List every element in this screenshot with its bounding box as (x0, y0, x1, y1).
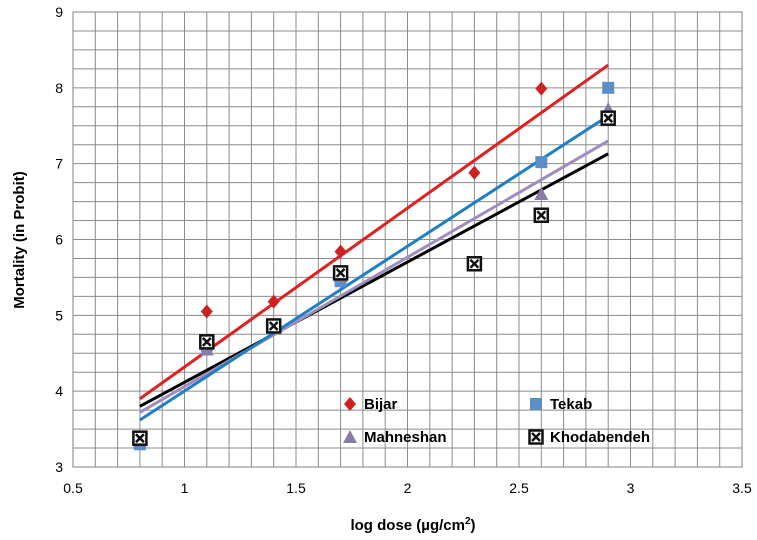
y-tick-label: 7 (55, 156, 63, 172)
y-axis-title: Mortality (in Probit) (11, 171, 28, 309)
x-tick-label: 3 (627, 480, 635, 496)
legend-label-bijar: Bijar (364, 396, 398, 413)
y-tick-label: 5 (55, 307, 63, 323)
data-point-mahneshan (534, 187, 549, 200)
data-point-khodabendeh (265, 318, 282, 334)
y-tick-label: 9 (55, 4, 63, 20)
data-point-tekab (602, 81, 615, 94)
trendlines (139, 63, 610, 422)
data-point-bijar (267, 294, 280, 309)
x-tick-label: 1.5 (286, 480, 306, 496)
trendline-mahneshan (139, 139, 609, 414)
legend-item-tekab: Tekab (530, 396, 592, 413)
legend-item-mahneshan: Mahneshan (343, 429, 447, 446)
x-axis-tick-labels: 0.5 1 1.5 2 2.5 3 3.5 (63, 480, 752, 496)
y-axis-tick-labels: 3 4 5 6 7 8 9 (55, 4, 63, 475)
legend: Bijar Tekab Mahneshan Khodabendeh (343, 396, 650, 446)
trendline-tekab (139, 114, 610, 422)
trendline-khodabendeh (139, 152, 609, 408)
y-tick-label: 6 (55, 232, 63, 248)
y-tick-label: 4 (55, 383, 63, 399)
legend-label-mahneshan: Mahneshan (364, 429, 447, 446)
x-axis-title: log dose (µg/cm2) (350, 516, 475, 534)
data-point-khodabendeh (132, 430, 148, 446)
legend-item-bijar: Bijar (344, 396, 398, 413)
data-point-tekab (535, 156, 548, 169)
data-point-khodabendeh (600, 110, 616, 126)
x-tick-label: 0.5 (63, 480, 83, 496)
data-point-khodabendeh (466, 256, 483, 272)
data-point-bijar (334, 244, 347, 259)
legend-marker-khodabendeh (528, 429, 544, 445)
legend-label-tekab: Tekab (550, 396, 592, 413)
data-points (132, 81, 616, 451)
y-tick-label: 3 (55, 459, 63, 475)
trendline-bijar (139, 63, 610, 400)
y-tick-label: 8 (55, 80, 63, 96)
legend-label-khodabendeh: Khodabendeh (550, 429, 650, 446)
data-point-khodabendeh (199, 334, 215, 350)
data-point-khodabendeh (533, 207, 550, 223)
x-tick-label: 2.5 (509, 480, 529, 496)
x-tick-label: 1 (181, 480, 189, 496)
x-tick-label: 2 (404, 480, 412, 496)
legend-marker-tekab (530, 398, 542, 410)
data-point-bijar (535, 81, 548, 96)
data-point-bijar (200, 304, 213, 319)
legend-marker-mahneshan (343, 430, 357, 443)
data-point-khodabendeh (332, 265, 349, 281)
legend-item-khodabendeh: Khodabendeh (528, 429, 650, 446)
data-point-bijar (468, 165, 481, 180)
x-tick-label: 3.5 (732, 480, 752, 496)
legend-marker-bijar (344, 397, 356, 411)
gridlines (73, 12, 742, 467)
